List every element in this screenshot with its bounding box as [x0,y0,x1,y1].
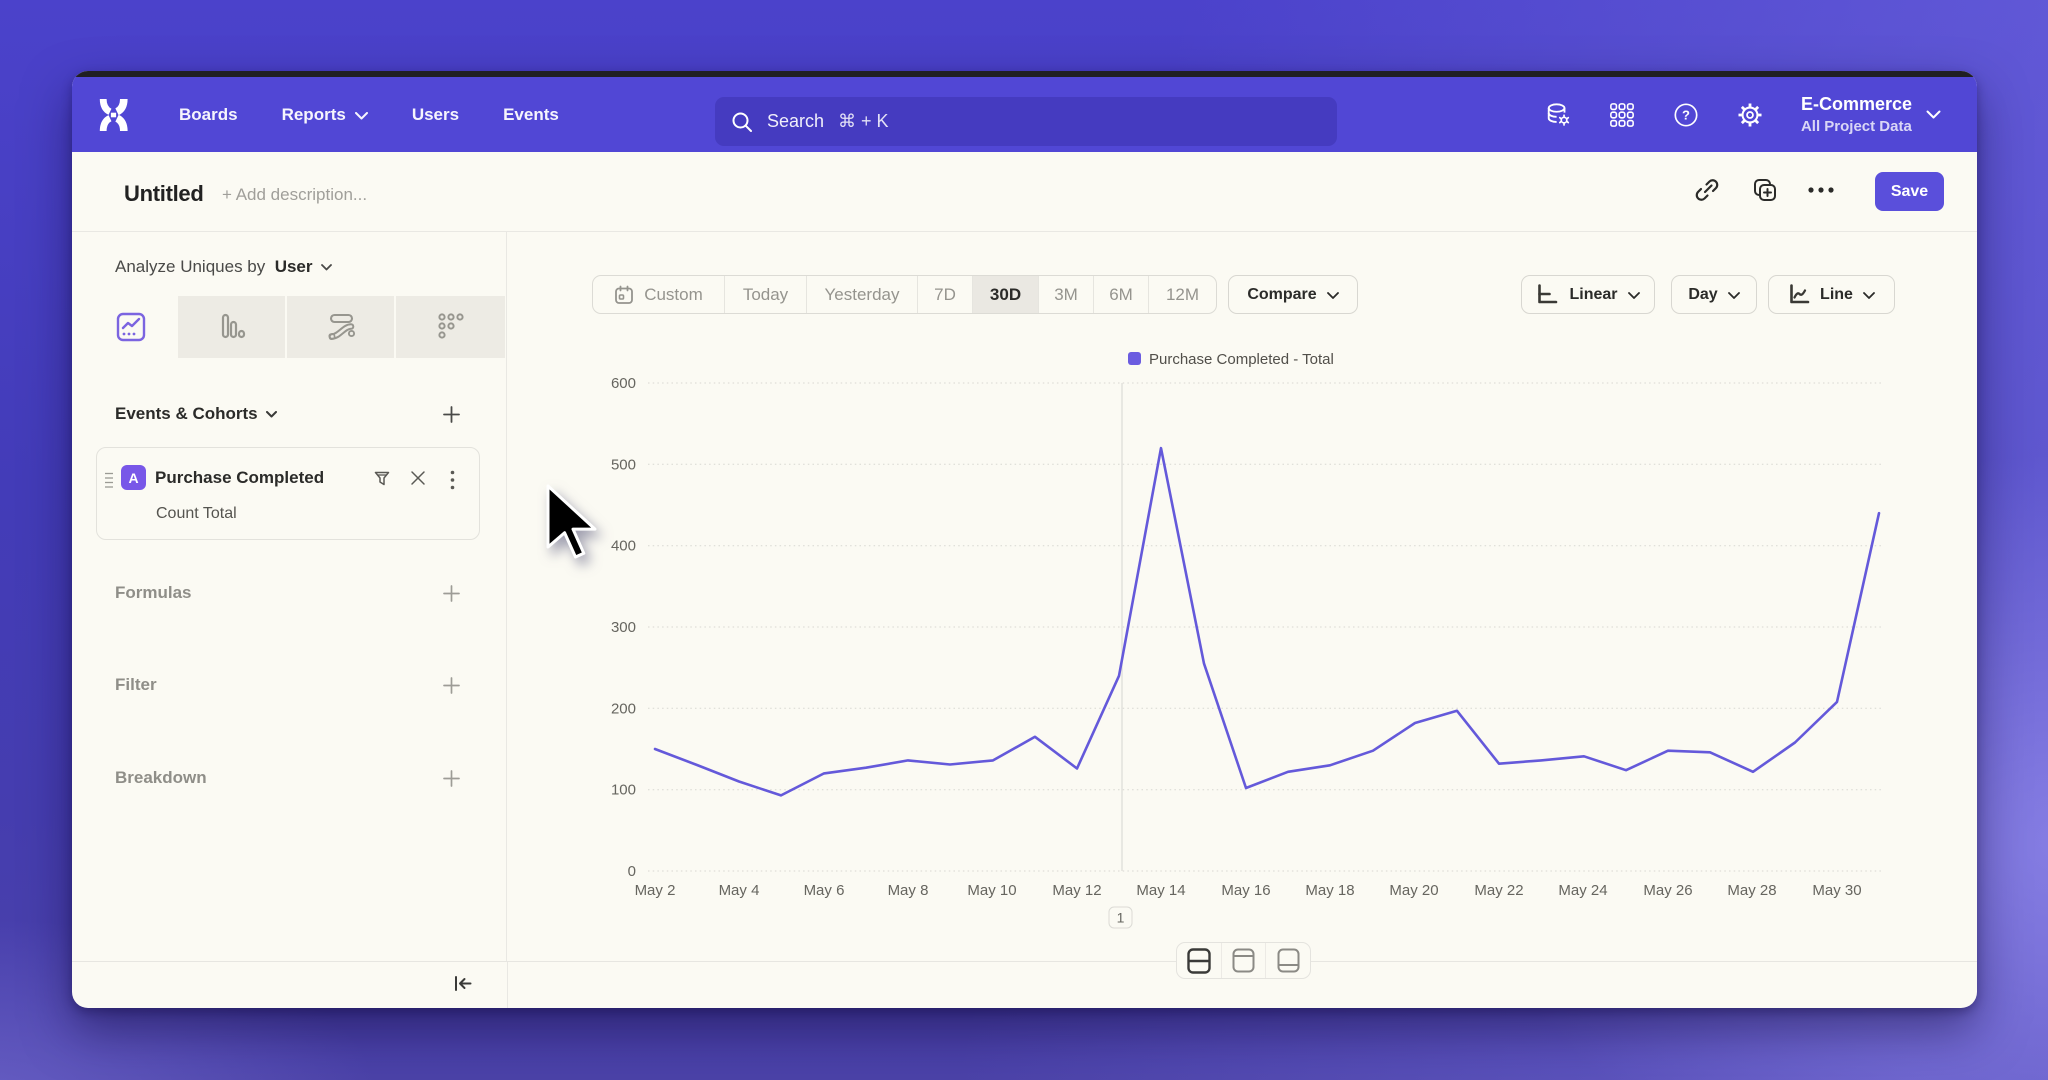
svg-text:May 12: May 12 [1052,882,1101,899]
svg-text:300: 300 [611,619,636,636]
svg-text:Purchase Completed - Total: Purchase Completed - Total [1149,351,1334,368]
svg-text:May 20: May 20 [1389,882,1438,899]
svg-text:May 16: May 16 [1221,882,1270,899]
svg-text:500: 500 [611,456,636,473]
svg-text:May 10: May 10 [967,882,1016,899]
svg-text:May 18: May 18 [1305,882,1354,899]
svg-text:1: 1 [1117,910,1125,926]
svg-text:400: 400 [611,538,636,555]
svg-text:May 6: May 6 [804,882,845,899]
svg-text:May 24: May 24 [1558,882,1607,899]
svg-text:200: 200 [611,700,636,717]
svg-text:May 22: May 22 [1474,882,1523,899]
svg-text:May 4: May 4 [719,882,760,899]
svg-text:May 8: May 8 [888,882,929,899]
svg-text:May 14: May 14 [1136,882,1185,899]
svg-text:600: 600 [611,375,636,392]
svg-text:May 26: May 26 [1643,882,1692,899]
svg-text:?: ? [1682,107,1690,122]
svg-text:May 28: May 28 [1727,882,1776,899]
svg-text:100: 100 [611,782,636,799]
svg-text:0: 0 [628,863,636,880]
svg-text:May 2: May 2 [635,882,676,899]
svg-text:May 30: May 30 [1812,882,1861,899]
